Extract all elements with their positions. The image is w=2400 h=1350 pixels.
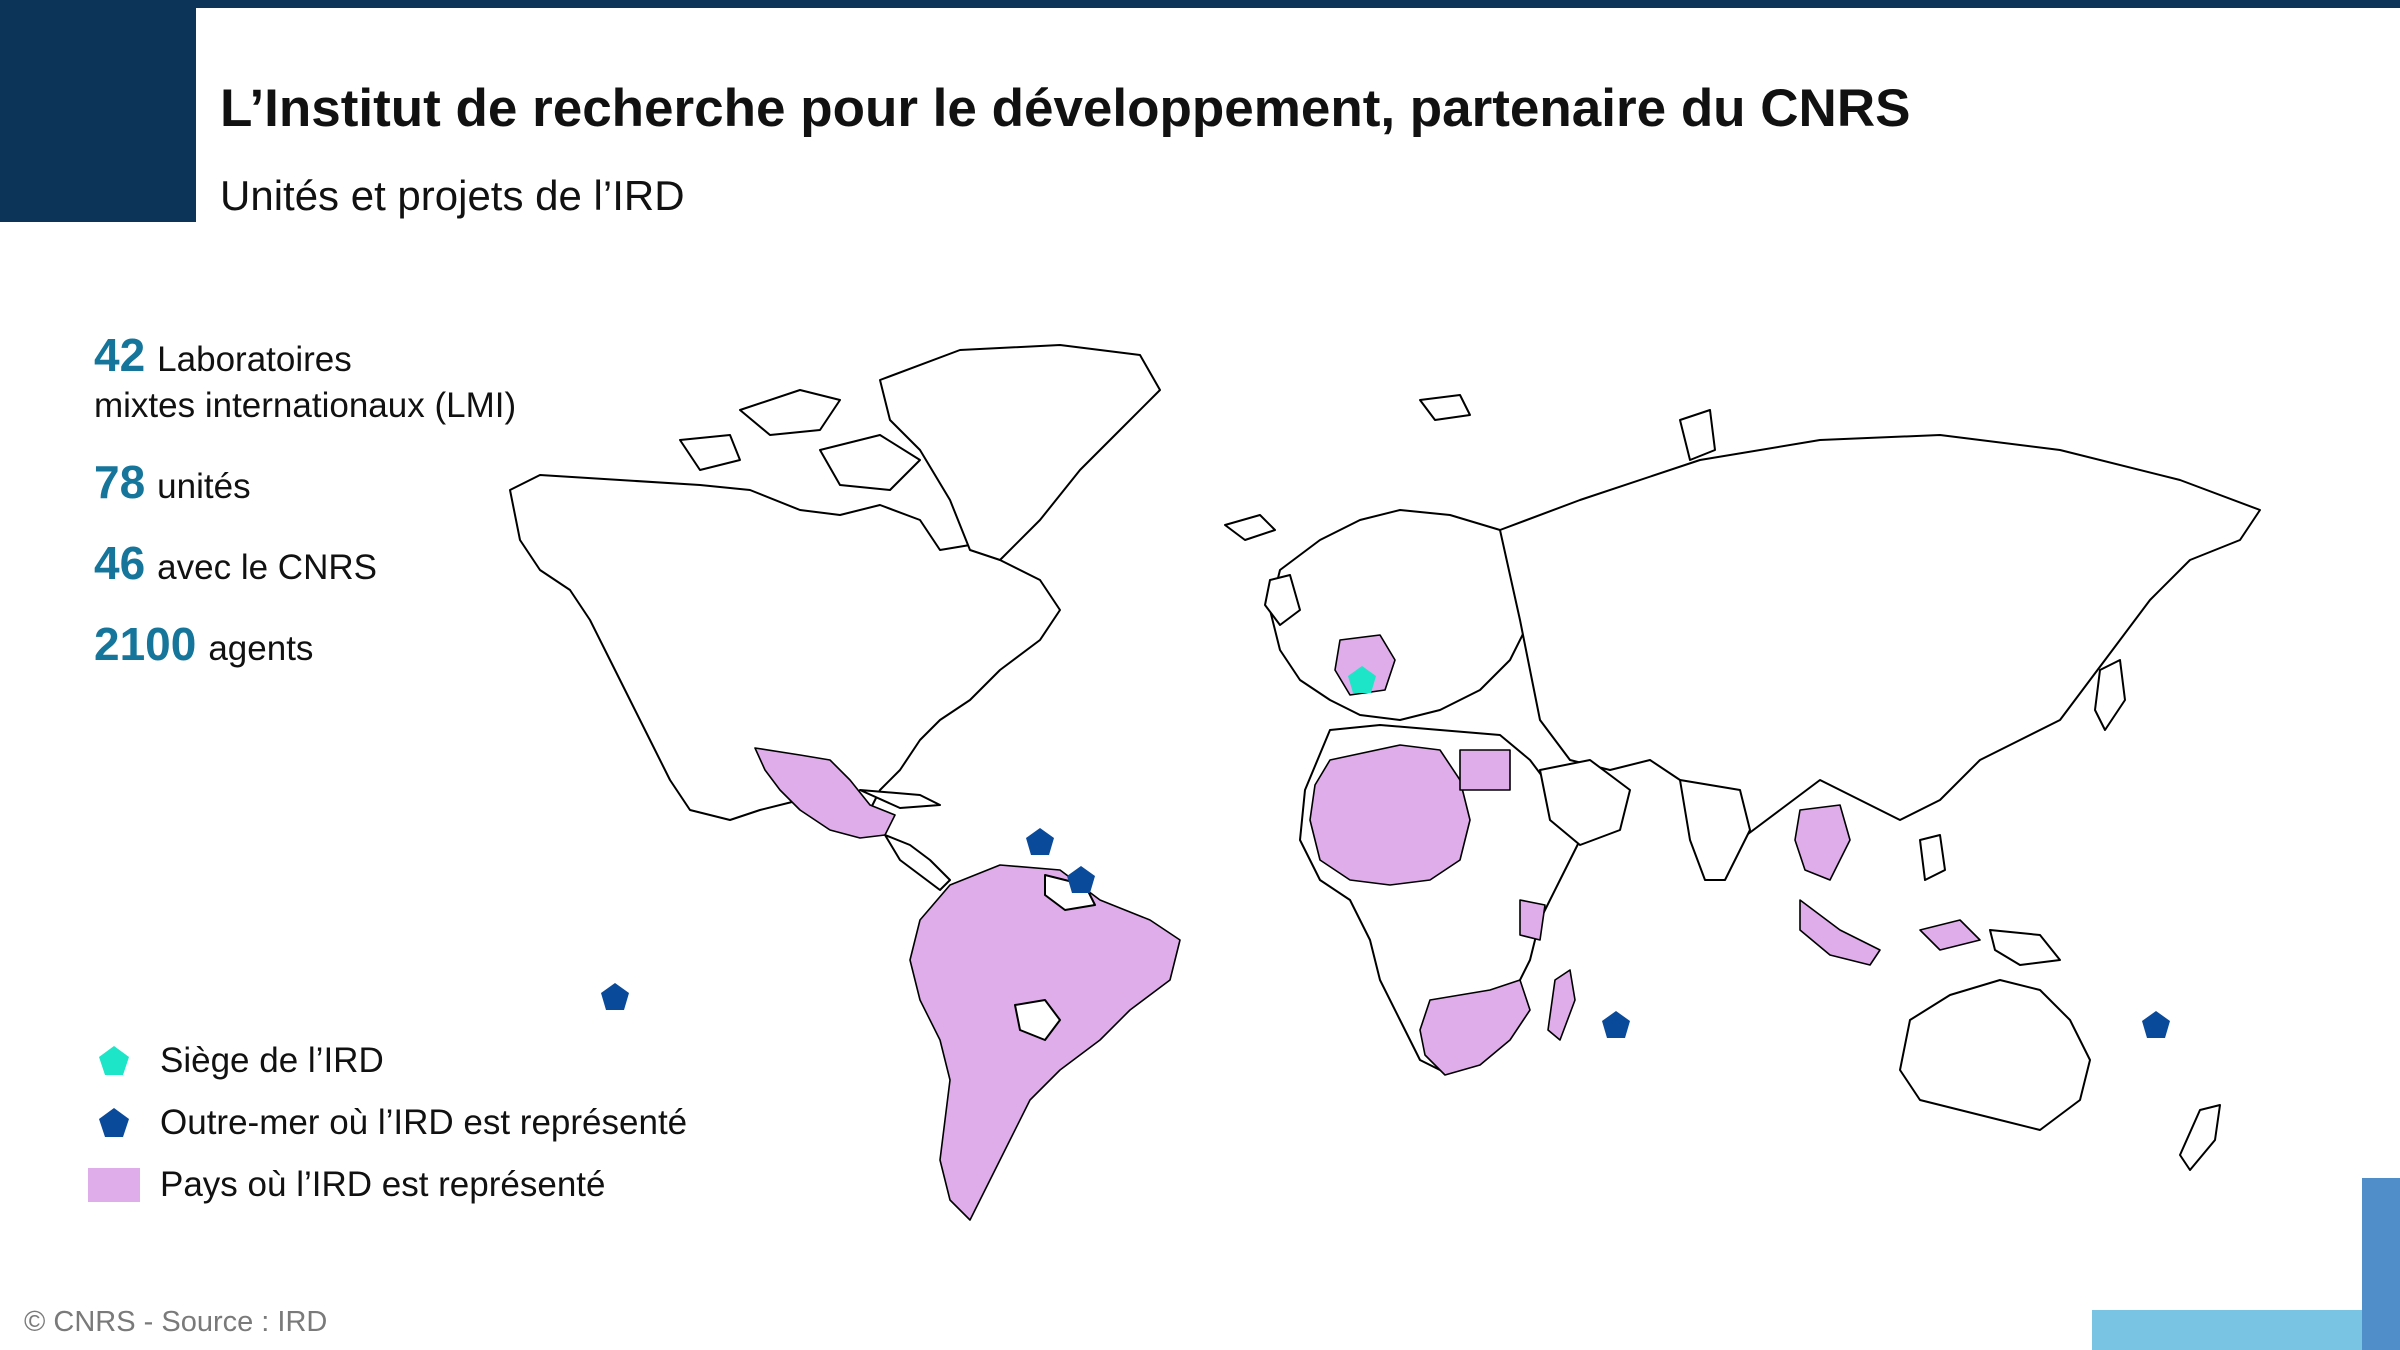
land-new-zealand <box>2179 1104 2221 1171</box>
legend-item-siege: Siège de l’IRD <box>88 1030 687 1092</box>
outremer-marker-polynesie <box>601 983 629 1010</box>
land-svalbard <box>1419 394 1471 421</box>
land-uk <box>1264 574 1301 626</box>
legend-label: Siège de l’IRD <box>160 1041 384 1080</box>
land-arctic-islands-2 <box>819 434 921 491</box>
land-arabia <box>1539 759 1631 846</box>
country-west-africa <box>1309 744 1471 886</box>
stats-panel: 42 Laboratoires mixtes internationaux (LM… <box>94 332 516 702</box>
footer-credit: © CNRS - Source : IRD <box>24 1306 328 1338</box>
stat-number: 78 <box>94 456 146 508</box>
stat-label: avec le CNRS <box>157 548 377 587</box>
land-arctic-islands-1 <box>739 389 841 436</box>
land-india <box>1679 779 1751 881</box>
land-iceland <box>1224 514 1276 541</box>
outremer-marker-caribbean <box>1026 828 1054 855</box>
land-novaya-zemlya <box>1679 409 1716 461</box>
siege-ird-marker <box>1348 666 1376 693</box>
stat-cnrs: 46 avec le CNRS <box>94 540 516 591</box>
land-arctic-islands-3 <box>679 434 741 471</box>
country-south-america <box>909 864 1181 1221</box>
world-map <box>509 344 2261 1221</box>
stat-number: 42 <box>94 329 146 381</box>
land-new-guinea <box>1989 929 2061 966</box>
corner-accent-dark <box>2362 1178 2400 1350</box>
stat-number: 2100 <box>94 618 197 670</box>
country-indonesia-east <box>1919 919 1981 951</box>
land-philippines <box>1919 834 1946 881</box>
country-kenya <box>1519 899 1546 941</box>
outremer-marker-nouvelle-caledonie <box>2142 1011 2170 1038</box>
map-legend: Siège de l’IRD Outre-mer où l’IRD est re… <box>88 1030 687 1216</box>
outremer-marker-reunion <box>1602 1011 1630 1038</box>
stat-label: unités <box>157 467 251 506</box>
land-japan <box>2094 659 2126 731</box>
legend-item-pays: Pays où l’IRD est représenté <box>88 1154 687 1216</box>
legend-label: Outre-mer où l’IRD est représenté <box>160 1103 688 1142</box>
country-madagascar <box>1547 969 1576 1041</box>
land-central-america <box>884 834 951 891</box>
legend-label: Pays où l’IRD est représenté <box>160 1165 606 1204</box>
country-indochina <box>1794 804 1851 881</box>
stat-unites: 78 unités <box>94 459 516 510</box>
pentagon-marker-blue-icon <box>88 1103 140 1143</box>
corner-brand-block <box>0 0 196 222</box>
land-greenland <box>879 344 1161 561</box>
page-title: L’Institut de recherche pour le développ… <box>220 79 1911 138</box>
outremer-marker-guyane <box>1067 866 1095 893</box>
pentagon-marker-cyan-icon <box>88 1041 140 1081</box>
page-subtitle: Unités et projets de l’IRD <box>220 172 685 219</box>
top-accent-bar <box>0 0 2400 8</box>
land-australia <box>1899 979 2091 1131</box>
stat-agents: 2100 agents <box>94 621 516 672</box>
legend-item-outremer: Outre-mer où l’IRD est représenté <box>88 1092 687 1154</box>
stat-label-line2: mixtes internationaux (LMI) <box>94 386 517 425</box>
land-paraguay <box>1014 999 1061 1041</box>
land-cuba <box>859 789 941 809</box>
land-north-america <box>509 474 1061 821</box>
country-southern-africa <box>1419 979 1531 1076</box>
country-egypt <box>1459 749 1511 791</box>
stat-number: 46 <box>94 537 146 589</box>
stat-label: Laboratoires <box>157 340 352 379</box>
corner-accent-light <box>2092 1310 2362 1350</box>
land-asia <box>1499 434 2261 841</box>
stat-lmi: 42 Laboratoires mixtes internationaux (LM… <box>94 332 516 429</box>
square-swatch-pink-icon <box>88 1165 140 1205</box>
country-indonesia <box>1799 899 1881 966</box>
stat-label: agents <box>208 629 314 668</box>
